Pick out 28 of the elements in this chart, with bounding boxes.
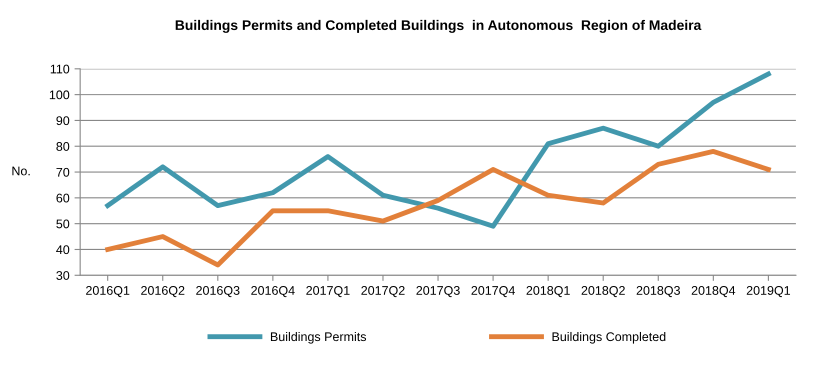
y-tick-label: 30: [56, 271, 70, 280]
y-tick-label: 100: [50, 90, 70, 100]
x-tick-label: 2018Q1: [526, 286, 570, 298]
line-series: [105, 72, 771, 229]
y-tick-label: 80: [56, 142, 70, 151]
chart-title: Buildings Permits and Completed Buildings in Autonomous Region of Madeira: [176, 20, 702, 33]
legend-label: Buildings Permits: [270, 332, 366, 344]
x-tick-label: 2017Q4: [471, 286, 515, 298]
y-tick-label: 110: [50, 64, 70, 74]
x-tick-label: 2017Q1: [306, 286, 350, 298]
x-tick-label: 2018Q2: [582, 286, 625, 298]
y-tick-label: 60: [56, 194, 70, 203]
x-tick-label: 2016Q3: [196, 286, 240, 298]
x-tick-label: 2018Q4: [692, 286, 736, 298]
x-tick-label: 2017Q2: [361, 286, 405, 298]
y-tick-label: 90: [56, 116, 70, 126]
x-tick-label: 2016Q1: [86, 286, 130, 298]
y-axis-title: No.: [12, 166, 30, 176]
x-tick-label: 2017Q3: [416, 286, 460, 298]
line-series: [105, 148, 771, 268]
y-tick-label: 50: [56, 219, 70, 228]
x-tick-label: 2019Q1: [746, 286, 790, 298]
y-tick-label: 40: [56, 245, 70, 254]
x-tick-label: 2016Q4: [251, 286, 295, 298]
legend-label: Buildings Completed: [552, 332, 666, 344]
y-tick-label: 70: [56, 168, 70, 177]
x-tick-label: 2016Q2: [141, 286, 184, 298]
x-tick-label: 2018Q3: [636, 286, 680, 298]
